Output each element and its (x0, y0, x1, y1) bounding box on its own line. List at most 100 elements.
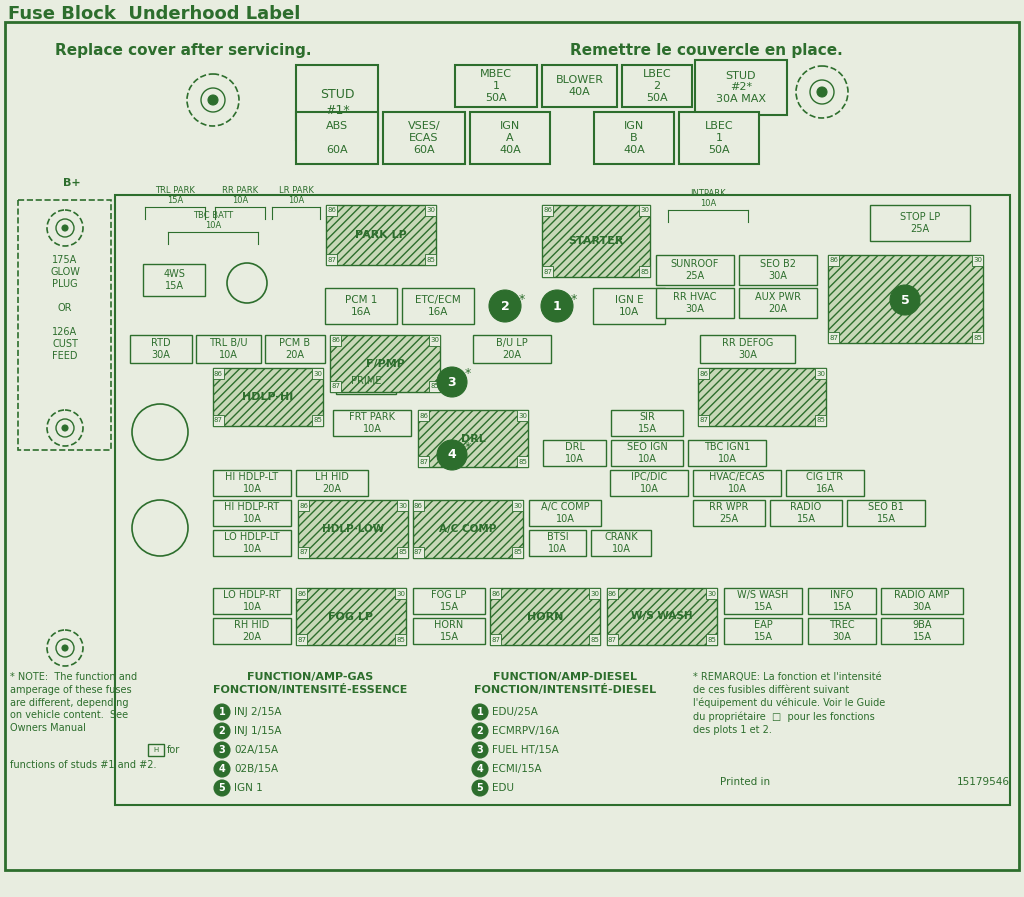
Circle shape (489, 290, 521, 322)
Text: INJ 2/15A: INJ 2/15A (234, 707, 282, 717)
Text: 85: 85 (816, 417, 825, 423)
Text: 9BA
15A: 9BA 15A (912, 620, 932, 641)
Text: PCM 1
16A: PCM 1 16A (345, 295, 377, 317)
Text: FOG LP: FOG LP (329, 612, 374, 622)
Bar (402, 288, 474, 324)
Text: 86: 86 (419, 413, 428, 419)
Text: 87: 87 (829, 335, 838, 341)
Bar (847, 500, 925, 526)
Text: LH HID
20A: LH HID 20A (315, 472, 349, 494)
Text: W/S WASH
15A: W/S WASH 15A (737, 590, 788, 612)
Bar (312, 368, 323, 379)
Bar (413, 547, 424, 558)
Bar (706, 634, 717, 645)
Circle shape (817, 87, 827, 97)
Circle shape (62, 225, 68, 231)
Text: Replace cover after servicing.: Replace cover after servicing. (55, 42, 311, 57)
Bar (972, 255, 983, 266)
Text: HI HDLP-RT
10A: HI HDLP-RT 10A (224, 502, 280, 524)
Bar (418, 456, 429, 467)
Text: *: * (571, 293, 578, 307)
Text: SIR
15A: SIR 15A (638, 413, 656, 434)
Text: IGN 1: IGN 1 (234, 783, 263, 793)
Text: 30: 30 (430, 337, 439, 344)
Bar (18, 200, 111, 450)
Circle shape (472, 723, 488, 739)
Text: CRANK
10A: CRANK 10A (604, 532, 638, 553)
Text: 1: 1 (219, 707, 225, 717)
Circle shape (62, 425, 68, 431)
Text: 5: 5 (901, 293, 909, 307)
Bar (607, 634, 618, 645)
Text: LBEC
1
50A: LBEC 1 50A (705, 121, 733, 154)
Bar (610, 470, 688, 496)
Bar (542, 65, 617, 107)
Bar (326, 205, 436, 265)
Text: LO HDLP-LT
10A: LO HDLP-LT 10A (224, 532, 280, 553)
Text: 85: 85 (313, 417, 322, 423)
Bar (397, 500, 408, 511)
Bar (828, 332, 839, 343)
Text: HORN
15A: HORN 15A (434, 620, 464, 641)
Text: BLOWER
40A: BLOWER 40A (555, 75, 603, 97)
Bar (413, 588, 485, 614)
Bar (425, 254, 436, 265)
Bar (808, 618, 876, 644)
Text: 87: 87 (419, 458, 428, 465)
Bar (611, 410, 683, 436)
Bar (542, 205, 553, 216)
Bar (622, 65, 692, 107)
Text: STUD
#2*
30A MAX: STUD #2* 30A MAX (716, 71, 766, 104)
Bar (593, 288, 665, 324)
Circle shape (214, 723, 230, 739)
Bar (815, 368, 826, 379)
Bar (130, 335, 193, 363)
Bar (607, 588, 618, 599)
Bar (213, 588, 291, 614)
Circle shape (437, 367, 467, 397)
Circle shape (541, 290, 573, 322)
Text: 2: 2 (476, 726, 483, 736)
Text: 86: 86 (608, 590, 617, 597)
Circle shape (208, 95, 218, 105)
Bar (594, 112, 674, 164)
Text: Remettre le couvercle en place.: Remettre le couvercle en place. (570, 42, 843, 57)
Text: STARTER: STARTER (568, 236, 624, 246)
Text: functions of studs #1 and #2.: functions of studs #1 and #2. (10, 760, 157, 770)
Text: 3: 3 (447, 376, 457, 388)
Text: 30: 30 (707, 590, 716, 597)
Text: 87: 87 (414, 550, 423, 555)
Text: 30: 30 (513, 502, 522, 509)
Text: 1: 1 (476, 707, 483, 717)
Bar (517, 410, 528, 421)
Text: 87: 87 (490, 637, 500, 642)
Bar (512, 547, 523, 558)
Text: 02B/15A: 02B/15A (234, 764, 279, 774)
Bar (815, 415, 826, 426)
Text: EDU: EDU (492, 783, 514, 793)
Text: RR DEFOG
30A: RR DEFOG 30A (722, 338, 773, 360)
Text: VSES/
ECAS
60A: VSES/ ECAS 60A (408, 121, 440, 154)
Bar (213, 500, 291, 526)
Text: 86: 86 (299, 502, 308, 509)
Text: AUX PWR
20A: AUX PWR 20A (755, 292, 801, 314)
Text: 87: 87 (327, 257, 336, 263)
Text: 86: 86 (331, 337, 340, 344)
Text: * NOTE:  The function and
amperage of these fuses
are different, depending
on ve: * NOTE: The function and amperage of the… (10, 672, 137, 733)
Bar (786, 470, 864, 496)
Bar (656, 255, 734, 285)
Text: SEO IGN
10A: SEO IGN 10A (627, 442, 668, 464)
Text: PCM B
20A: PCM B 20A (280, 338, 310, 360)
Text: 86: 86 (490, 590, 500, 597)
Bar (656, 288, 734, 318)
Text: RR PARK
10A: RR PARK 10A (222, 186, 258, 205)
Text: 85: 85 (518, 458, 527, 465)
Circle shape (472, 761, 488, 777)
Bar (296, 634, 307, 645)
Text: 4: 4 (219, 764, 225, 774)
Bar (591, 530, 651, 556)
Text: Fuse Block  Underhood Label: Fuse Block Underhood Label (8, 5, 300, 23)
Bar (972, 332, 983, 343)
Text: 85: 85 (426, 257, 435, 263)
Text: TBC IGN1
10A: TBC IGN1 10A (703, 442, 751, 464)
